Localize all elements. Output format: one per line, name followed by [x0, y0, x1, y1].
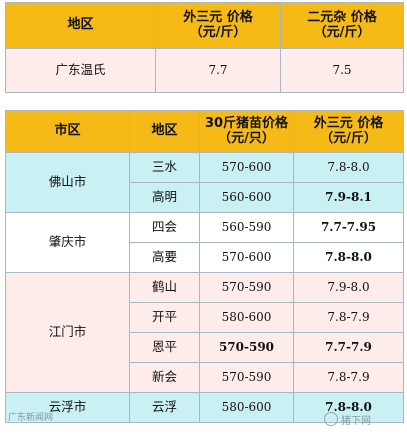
- pork-price-cell: 7.8-8.0: [293, 392, 404, 423]
- price-cell: 7.5: [280, 48, 404, 93]
- table2-header-row: 市区 地区 30斤猪苗价格 （元/只） 外三元 价格 （元/斤）: [5, 110, 404, 153]
- header-piglet-price: 30斤猪苗价格 （元/只）: [199, 110, 294, 153]
- table-row: 高明 560-600 7.9-8.1: [5, 182, 404, 213]
- price-table-cities: 市区 地区 30斤猪苗价格 （元/只） 外三元 价格 （元/斤） 佛山市 三水 …: [5, 110, 404, 423]
- area-cell: 高明: [129, 182, 200, 213]
- header-city: 市区: [5, 110, 130, 153]
- region-cell: 广东温氏: [5, 48, 156, 93]
- area-cell: 鹤山: [129, 272, 200, 303]
- city-cell-foshan: 佛山市: [5, 152, 130, 213]
- price-cell: 7.7: [155, 48, 281, 93]
- header-eryuanza-price: 二元杂 价格 （元/斤）: [280, 2, 404, 49]
- pork-price-cell: 7.7-7.95: [293, 212, 404, 243]
- area-cell: 高要: [129, 242, 200, 273]
- piglet-price-cell: 570-590: [199, 332, 294, 363]
- table1-header-row: 地区 外三元 价格 （元/斤） 二元杂 价格 （元/斤）: [5, 2, 404, 49]
- pork-price-cell: 7.7-7.9: [293, 332, 404, 363]
- header-region: 地区: [5, 2, 156, 49]
- piglet-price-cell: 580-600: [199, 302, 294, 333]
- header-waisanyuan-price: 外三元 价格 （元/斤）: [293, 110, 404, 153]
- pork-price-cell: 7.8-8.0: [293, 242, 404, 273]
- table-row: 江门市 鹤山 570-590 7.9-8.0: [5, 272, 404, 393]
- piglet-price-cell: 570-590: [199, 272, 294, 303]
- table-row: 云浮市 云浮 580-600 7.8-8.0: [5, 392, 404, 423]
- table-row: 佛山市 三水 570-600 7.8-8.0: [5, 152, 404, 213]
- header-area: 地区: [129, 110, 200, 153]
- price-table-wenshi: 地区 外三元 价格 （元/斤） 二元杂 价格 （元/斤） 广东温氏 7.7 7.…: [5, 2, 404, 93]
- piglet-price-cell: 570-590: [199, 362, 294, 393]
- area-cell: 云浮: [129, 392, 200, 423]
- piglet-price-cell: 560-600: [199, 182, 294, 213]
- area-cell: 开平: [129, 302, 200, 333]
- table-row: 广东温氏 7.7 7.5: [5, 48, 404, 93]
- table-row: 肇庆市 四会 560-590 7.7-7.95: [5, 212, 404, 273]
- city-cell-zhaoqing: 肇庆市: [5, 212, 130, 273]
- piglet-price-cell: 560-590: [199, 212, 294, 243]
- piglet-price-cell: 570-600: [199, 152, 294, 183]
- pork-price-cell: 7.9-8.1: [293, 182, 404, 213]
- city-cell-jiangmen: 江门市: [5, 272, 130, 393]
- area-cell: 四会: [129, 212, 200, 243]
- city-cell-yunfu: 云浮市: [5, 392, 130, 423]
- header-waisanyuan-price: 外三元 价格 （元/斤）: [155, 2, 281, 49]
- watermark-left: 广东新闻网: [8, 413, 54, 423]
- pork-price-cell: 7.9-8.0: [293, 272, 404, 303]
- pork-price-cell: 7.8-8.0: [293, 152, 404, 183]
- watermark-right-text: 猪下网: [341, 415, 371, 427]
- watermark-right: 猪下网: [324, 408, 404, 430]
- pork-price-cell: 7.8-7.9: [293, 302, 404, 333]
- wechat-icon: [324, 412, 338, 426]
- area-cell: 恩平: [129, 332, 200, 363]
- area-cell: 新会: [129, 362, 200, 393]
- area-cell: 三水: [129, 152, 200, 183]
- piglet-price-cell: 580-600: [199, 392, 294, 423]
- piglet-price-cell: 570-600: [199, 242, 294, 273]
- pork-price-cell: 7.8-7.9: [293, 362, 404, 393]
